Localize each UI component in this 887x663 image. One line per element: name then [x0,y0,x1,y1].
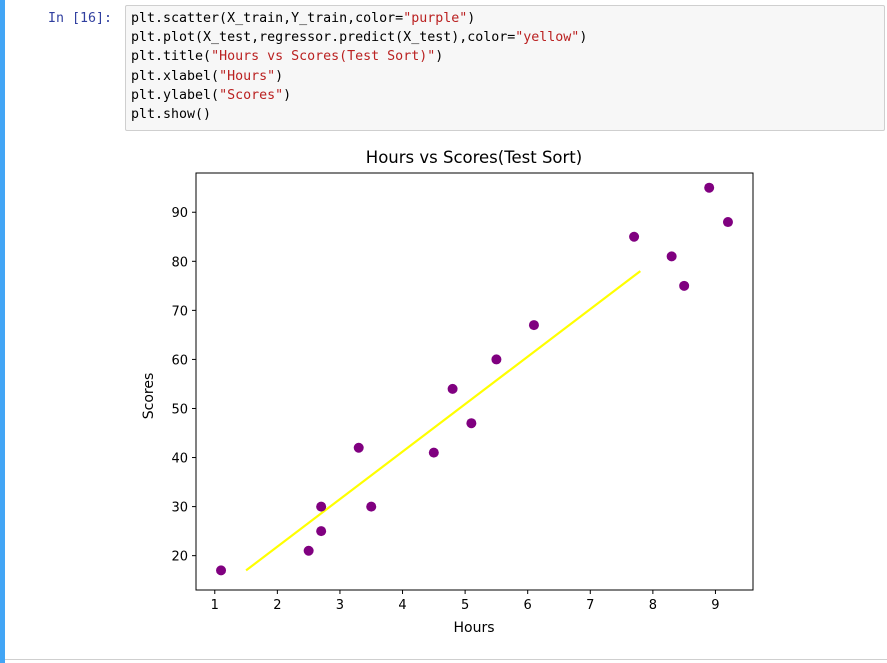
code-line: plt.show() [131,107,212,123]
data-point [353,442,364,453]
input-prompt: In [16]: [48,11,113,26]
code-line: plt.scatter(X_train,Y_train,color="purpl… [131,11,476,26]
x-tick-label: 6 [524,598,532,613]
data-point [428,447,439,458]
data-point [722,217,733,228]
data-point [466,418,477,429]
x-tick-label: 4 [398,598,406,613]
y-tick-label: 90 [171,206,188,221]
code-line: plt.title("Hours vs Scores(Test Sort)") [131,49,444,65]
code-line: plt.xlabel("Hours") [131,68,284,84]
y-tick-label: 30 [171,501,188,516]
x-tick-label: 3 [336,598,344,613]
regression-line-layer [245,270,642,572]
x-tick-label: 8 [649,598,657,613]
code-line: plt.ylabel("Scores") [131,87,292,103]
data-point [704,182,715,193]
y-axis-label: Scores [141,373,157,420]
data-points-layer [216,182,733,576]
data-point [216,565,227,576]
cell-output: Hours vs Scores(Test Sort) 1 2 3 4 5 6 7 8 9 20 30… [125,140,775,650]
y-tick-label: 40 [171,452,188,467]
x-tick-label: 7 [586,598,594,613]
data-point [366,501,377,512]
code-input-area[interactable]: plt.scatter(X_train,Y_train,color="purpl… [125,5,885,131]
data-point [447,383,458,394]
data-point [491,354,502,365]
axes: 1 2 3 4 5 6 7 8 9 20 30 40 50 60 70 80 90 [171,172,754,613]
data-point [629,231,640,242]
data-point [316,526,327,537]
x-axis-label: Hours [453,620,494,636]
code-editor[interactable]: plt.scatter(X_train,Y_train,color="purpl… [131,9,587,124]
x-tick-label: 9 [711,598,719,613]
cell-divider [5,659,887,660]
x-tick-label: 2 [273,598,281,613]
data-point [303,545,314,556]
data-point [316,501,327,512]
chart-title: Hours vs Scores(Test Sort) [366,148,582,167]
x-tick-label: 1 [211,598,219,613]
y-tick-label: 80 [171,255,188,270]
regression-line [245,270,642,572]
data-point [666,251,677,262]
x-tick-label: 5 [461,598,469,613]
data-point [528,320,539,331]
y-tick-label: 20 [171,550,188,565]
selected-cell-indicator [0,0,5,663]
plot-frame [195,172,754,591]
scatter-chart: Hours vs Scores(Test Sort) 1 2 3 4 5 6 7 8 9 20 30… [141,148,754,636]
y-tick-label: 70 [171,304,188,319]
y-tick-label: 60 [171,353,188,368]
y-tick-label: 50 [171,402,188,417]
code-line: plt.plot(X_test,regressor.predict(X_test… [131,30,588,46]
data-point [679,280,690,291]
